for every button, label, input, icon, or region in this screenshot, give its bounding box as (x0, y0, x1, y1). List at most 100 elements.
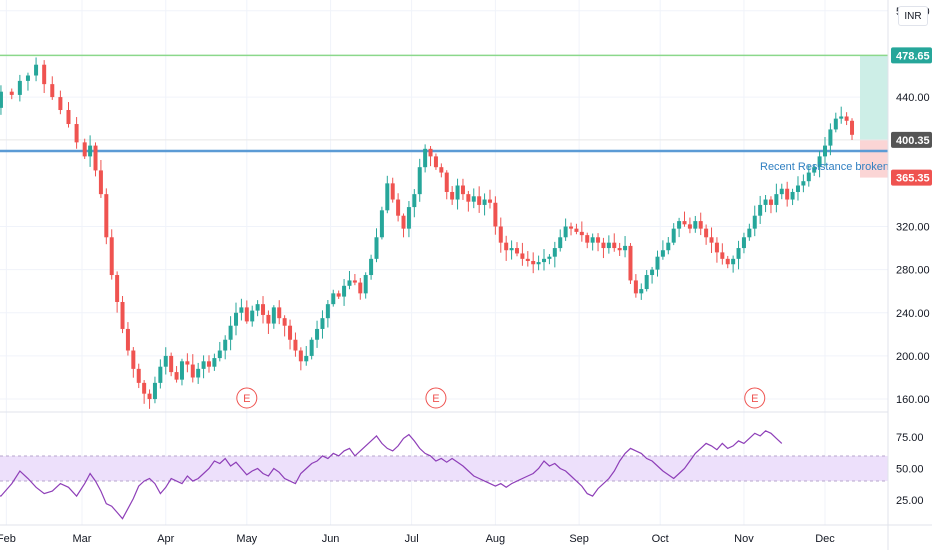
candle-body (82, 142, 87, 157)
price-tag (891, 169, 932, 186)
candle-body (509, 248, 514, 251)
earnings-marker (236, 387, 258, 409)
price-tick-label: 160.00 (896, 394, 930, 406)
earnings-marker (425, 387, 447, 409)
time-tick-label: Jun (322, 533, 340, 545)
rsi-tick-label: 50.00 (896, 464, 924, 476)
price-tick-label: 280.00 (896, 265, 930, 277)
candle-body (823, 145, 827, 157)
candle-body (331, 293, 336, 305)
candle-body (736, 248, 741, 259)
candle-body (58, 97, 63, 111)
candle-body (779, 188, 784, 195)
candle-body (277, 307, 282, 319)
candle-body (650, 269, 655, 276)
candle-body (406, 207, 411, 229)
candle-body (179, 361, 184, 380)
candle-body (698, 221, 703, 229)
candle-body (833, 118, 838, 130)
candle-body (682, 221, 687, 225)
candle-body (352, 280, 357, 283)
candle-body (196, 368, 201, 378)
candle-body (812, 167, 817, 173)
candle-body (25, 75, 30, 81)
candle-body (88, 145, 93, 157)
price-tick-label: 320.00 (896, 221, 930, 233)
candle-body (347, 280, 352, 286)
candle-body (336, 293, 341, 297)
candle-body (542, 258, 547, 263)
candle-body (104, 194, 109, 238)
candle-body (687, 224, 692, 229)
candle-body (136, 368, 141, 383)
price-tick-label: 200.00 (896, 351, 930, 363)
candle-body (790, 191, 795, 200)
candle-body (547, 256, 552, 259)
time-tick-label: May (236, 533, 257, 545)
candle-body (752, 215, 757, 229)
candle-body (795, 185, 800, 192)
candle-body (239, 307, 244, 313)
candle-body (261, 304, 266, 315)
price-tag-label: 365.35 (896, 173, 930, 185)
rsi-axis: 75.00 50.00 25.00 (896, 432, 924, 507)
price-tag (891, 47, 932, 64)
candle-body (174, 372, 179, 380)
candle-body (660, 250, 665, 257)
candle-body (487, 199, 492, 203)
candle-body (850, 120, 855, 135)
candle-body (234, 312, 239, 326)
candle-body (74, 124, 79, 143)
candle-body (455, 185, 460, 200)
candle-body (115, 275, 120, 302)
price-tags: 478.65 400.35 365.35 (891, 47, 932, 186)
candle-body (163, 355, 168, 367)
candle-body (693, 221, 698, 229)
candle-body (93, 145, 98, 171)
currency-label[interactable]: INR (898, 6, 928, 26)
candle-body (606, 242, 611, 249)
earnings-marker-label: E (751, 393, 758, 405)
grid-lines (0, 0, 888, 525)
candle-body (758, 204, 763, 216)
candle-body (714, 242, 719, 253)
candle-body (536, 262, 541, 265)
target-zone (860, 55, 888, 140)
candle-body (320, 318, 325, 329)
candle-body (315, 328, 320, 340)
candle-body (709, 237, 714, 243)
time-tick-label: Dec (815, 533, 835, 545)
candle-body (552, 248, 557, 257)
candle-body (471, 196, 476, 202)
candle-body (282, 318, 287, 326)
candle-body (639, 289, 644, 294)
candle-body (17, 80, 22, 95)
candle-body (655, 256, 660, 270)
candle-body (390, 183, 395, 200)
candle-body (747, 228, 752, 238)
time-tick-label: Feb (0, 533, 16, 545)
candle-body (493, 202, 498, 227)
candle-body (190, 364, 195, 378)
candle-body (623, 245, 628, 251)
candle-body (644, 275, 649, 290)
price-tag-label: 400.35 (896, 135, 930, 147)
candle-body (450, 191, 455, 200)
candle-body (212, 358, 217, 367)
price-tick-label: 240.00 (896, 308, 930, 320)
candle-body (185, 361, 190, 365)
candle-body (460, 185, 465, 195)
candle-body (325, 304, 330, 319)
candle-body (201, 361, 206, 369)
candle-body (288, 325, 293, 340)
time-tick-label: Apr (157, 533, 174, 545)
candle-body (628, 245, 633, 281)
candle-body (563, 226, 568, 238)
candle-body (617, 248, 622, 251)
candle-body (147, 393, 152, 400)
candle-body (206, 361, 211, 367)
candle-body (120, 301, 125, 329)
candle-body (531, 261, 536, 265)
candle-body (217, 350, 222, 359)
horizontal-levels (0, 54, 888, 153)
